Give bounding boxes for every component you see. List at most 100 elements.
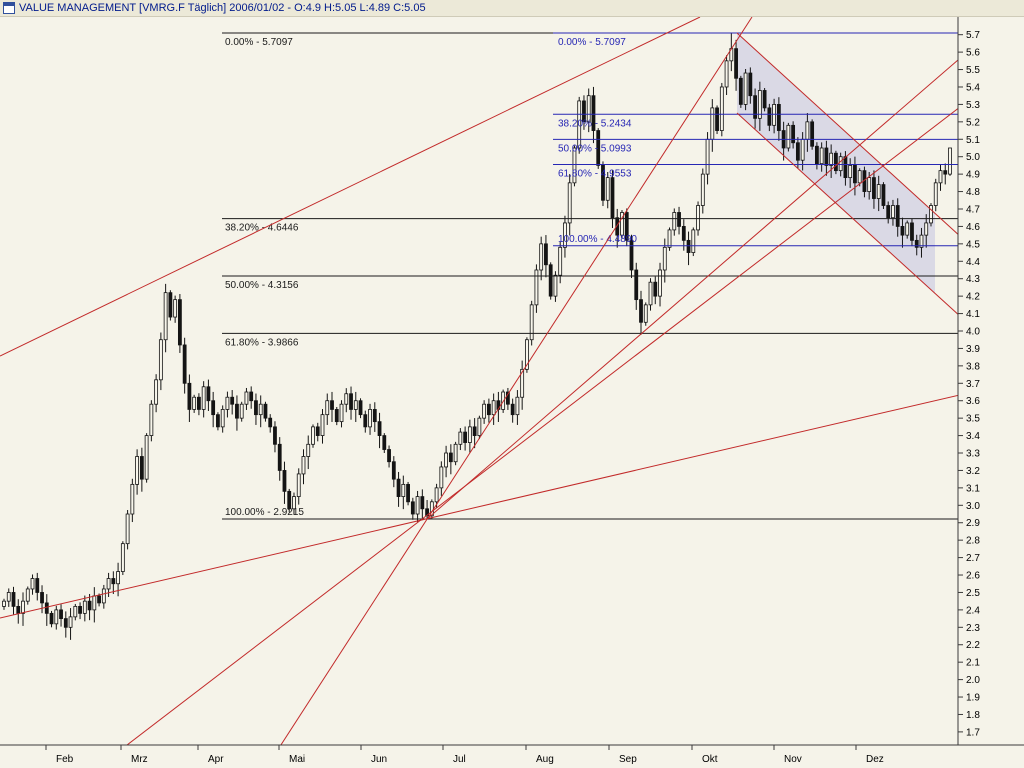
candle (895, 205, 900, 227)
candle (401, 483, 406, 497)
candle (938, 170, 943, 184)
candle (658, 269, 662, 297)
candle (596, 130, 601, 166)
candle (572, 147, 577, 184)
candle (529, 304, 534, 341)
candle (111, 578, 116, 585)
candle (843, 156, 848, 179)
candle (700, 173, 705, 206)
y-axis: 5.7 5.6 5.5 5.4 5.3 5.2 5.1 5.0 4.9 4.8 4.7 4.6 4.5 4… (958, 30, 980, 738)
candle (339, 403, 344, 423)
y-axis-label: 3.3 (966, 449, 980, 460)
candle (40, 592, 44, 604)
candle (620, 212, 624, 236)
candle (520, 368, 525, 398)
y-axis-label: 4.9 (966, 170, 980, 181)
candle (177, 299, 182, 346)
candle (534, 269, 539, 306)
candle (876, 184, 881, 199)
fib-retracement-major: 0.00% - 5.7097 38.20% - 4.6446 50.00% - 4.… (222, 32, 958, 520)
candle (857, 170, 862, 184)
candle (753, 95, 757, 119)
candle (767, 107, 772, 126)
candle (420, 496, 425, 510)
y-axis-label: 3.9 (966, 344, 980, 355)
y-axis-label: 4.1 (966, 309, 980, 320)
y-axis-label: 5.3 (966, 100, 980, 111)
candle (25, 588, 30, 602)
y-axis-label: 4.8 (966, 187, 980, 198)
month-label: Apr (208, 754, 224, 765)
candle (539, 243, 544, 271)
candle (182, 344, 187, 384)
fib-level-label: 38.20% - 4.6446 (225, 223, 299, 234)
y-axis-label: 1.9 (966, 693, 980, 704)
candle (268, 417, 273, 428)
y-axis-label: 2.5 (966, 588, 980, 599)
candle (311, 426, 315, 445)
candle (525, 339, 529, 370)
candle (187, 382, 192, 410)
candle (696, 205, 700, 231)
candle (415, 496, 420, 515)
fib-level-label: 0.00% - 5.7097 (558, 37, 626, 48)
chart-title: VALUE MANAGEMENT [VMRG.F Täglich] 2006/0… (19, 2, 426, 14)
candle (273, 426, 277, 445)
month-label: Dez (866, 754, 884, 765)
y-axis-label: 4.6 (966, 222, 980, 233)
axes (0, 17, 1024, 746)
fib-level-label: 100.00% - 2.9215 (225, 507, 304, 518)
candle (834, 152, 838, 172)
candle (677, 212, 681, 227)
candle (201, 386, 206, 410)
y-axis-label: 2.1 (966, 658, 980, 669)
candle (287, 490, 292, 510)
candle (116, 571, 120, 585)
candle (149, 403, 154, 436)
candle (463, 431, 468, 443)
candle (705, 138, 710, 175)
candle (406, 483, 410, 503)
candle (2, 600, 6, 607)
candle (482, 403, 487, 419)
month-label: Mai (289, 754, 305, 765)
fib-level-label: 50.00% - 5.0993 (558, 143, 632, 154)
candle (563, 222, 567, 248)
candle (624, 212, 629, 241)
y-axis-label: 3.4 (966, 431, 980, 442)
candle (87, 600, 92, 611)
candle (900, 226, 905, 236)
candle (73, 605, 78, 618)
candle (453, 443, 458, 463)
price-chart[interactable]: 0.00% - 5.7097 38.20% - 4.6446 50.00% - 4.… (0, 17, 1024, 768)
candle (206, 386, 211, 402)
candle (78, 605, 82, 614)
candle (49, 612, 54, 625)
candle (848, 165, 853, 179)
candle (139, 456, 144, 480)
title-bar: VALUE MANAGEMENT [VMRG.F Täglich] 2006/0… (0, 0, 1024, 17)
candle (738, 77, 743, 105)
candle (92, 595, 97, 611)
fib-level-label: 61.80% - 3.9866 (225, 337, 299, 348)
candle (125, 513, 130, 545)
y-axis-label: 4.5 (966, 239, 980, 250)
candle (434, 487, 439, 503)
candle (719, 86, 724, 131)
month-label: Aug (536, 754, 554, 765)
candle (691, 229, 696, 253)
candle (349, 393, 353, 410)
candle (21, 600, 25, 614)
candle (710, 107, 715, 140)
candle (762, 90, 767, 109)
chart-window-icon[interactable] (3, 2, 15, 14)
y-axis-label: 4.0 (966, 327, 980, 338)
candle (686, 239, 691, 253)
y-axis-label: 3.8 (966, 361, 980, 372)
candle (368, 409, 372, 428)
candle (35, 578, 40, 593)
candle (791, 124, 796, 144)
candle (97, 595, 101, 604)
candle (515, 396, 520, 416)
candle (82, 600, 87, 614)
